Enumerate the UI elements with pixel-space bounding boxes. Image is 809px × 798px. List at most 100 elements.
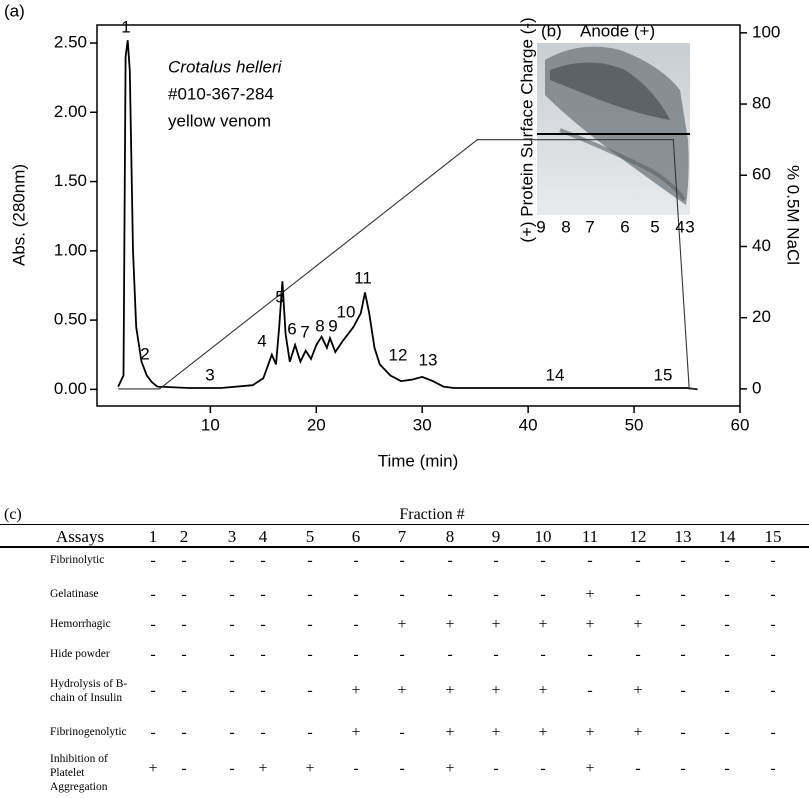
y-tick-label: 0.00	[54, 379, 87, 398]
column-header: 10	[534, 527, 552, 546]
x-tick-label: 30	[413, 415, 432, 434]
inset-tick-label: 5	[650, 217, 659, 236]
cell-value: +	[585, 616, 595, 633]
cell-value: -	[229, 724, 235, 741]
peak-label: 13	[419, 350, 438, 369]
x-tick-label: 50	[625, 415, 644, 434]
cell-value: -	[447, 586, 453, 603]
cell-value: -	[399, 724, 405, 741]
cell-value: -	[724, 682, 730, 699]
peak-label: 7	[300, 322, 309, 341]
row-label: Fibrinolytic	[50, 554, 105, 566]
peak-label: 10	[337, 302, 356, 321]
cell-value: -	[770, 760, 776, 777]
cell-value: -	[770, 724, 776, 741]
row-label: Hydrolysis of B-chain of Insulin	[50, 678, 128, 704]
gel-band	[550, 62, 670, 120]
cell-value: -	[260, 682, 266, 699]
cell-value: -	[150, 552, 156, 569]
cell-value: -	[493, 586, 499, 603]
cell-value: +	[538, 724, 548, 741]
inset-title: Anode (+)	[580, 21, 655, 40]
cell-value: -	[399, 646, 405, 663]
y-tick-label: 1.50	[54, 171, 87, 190]
cell-value: -	[770, 552, 776, 569]
cell-value: -	[229, 682, 235, 699]
cell-value: -	[181, 682, 187, 699]
cell-value: -	[307, 552, 313, 569]
cell-value: -	[307, 586, 313, 603]
cell-value: -	[353, 646, 359, 663]
cell-value: -	[229, 552, 235, 569]
plot-frame	[96, 24, 741, 407]
cell-value: -	[181, 586, 187, 603]
y-axis-label: Abs. (280nm)	[9, 164, 28, 266]
cell-value: -	[770, 646, 776, 663]
cell-value: -	[307, 616, 313, 633]
inset-tick-label: 8	[561, 217, 570, 236]
cell-value: -	[493, 646, 499, 663]
cell-value: -	[680, 760, 686, 777]
column-header: Assays	[55, 527, 105, 546]
column-header: 7	[397, 527, 407, 546]
cell-value: -	[150, 724, 156, 741]
cell-value: -	[229, 586, 235, 603]
column-header: 15	[764, 527, 782, 546]
inset-tick-label: 4	[675, 217, 684, 236]
row-label: Inhibition of Platelet Aggregation	[50, 753, 108, 793]
column-header: 1	[148, 527, 158, 546]
cell-value: +	[633, 682, 643, 699]
cell-value: -	[229, 616, 235, 633]
column-header: 4	[258, 527, 268, 546]
peak-label: 3	[205, 365, 214, 384]
cell-value: +	[351, 724, 361, 741]
cell-value: -	[150, 586, 156, 603]
cell-value: -	[680, 646, 686, 663]
cell-value: -	[540, 760, 546, 777]
cell-value: +	[445, 616, 455, 633]
data-line	[117, 40, 698, 391]
cell-value: -	[724, 552, 730, 569]
x-tick-label: 20	[307, 415, 326, 434]
cell-value: +	[585, 760, 595, 777]
cell-value: -	[353, 586, 359, 603]
cell-value: +	[445, 724, 455, 741]
annotation: Crotalus helleri	[168, 57, 283, 76]
peak-label: 15	[654, 365, 673, 384]
cell-value: -	[353, 552, 359, 569]
y-tick-label: 0.50	[54, 310, 87, 329]
cell-value: -	[724, 760, 730, 777]
cell-value: -	[587, 682, 593, 699]
cell-value: -	[260, 616, 266, 633]
peak-label: 4	[257, 331, 266, 350]
cell-value: -	[635, 646, 641, 663]
x-tick-label: 60	[731, 415, 750, 434]
cell-value: -	[307, 724, 313, 741]
cell-value: -	[260, 586, 266, 603]
peak-label: 1	[121, 17, 130, 36]
cell-value: -	[260, 646, 266, 663]
cell-value: +	[585, 586, 595, 603]
cell-value: -	[680, 682, 686, 699]
cell-value: -	[724, 586, 730, 603]
cell-value: -	[229, 760, 235, 777]
cell-value: -	[770, 682, 776, 699]
cell-value: -	[150, 616, 156, 633]
cell-value: +	[538, 682, 548, 699]
peak-label: 5	[275, 287, 284, 306]
cell-value: -	[307, 682, 313, 699]
inset-tick-label: 7	[585, 217, 594, 236]
cell-value: -	[724, 616, 730, 633]
y2-axis-label: % 0.5M NaCl	[784, 165, 803, 265]
cell-value: -	[724, 724, 730, 741]
row-label: Fibrinogenolytic	[50, 726, 127, 738]
column-header: 9	[491, 527, 501, 546]
cell-value: -	[493, 760, 499, 777]
cell-value: +	[397, 682, 407, 699]
column-header: 2	[179, 527, 189, 546]
inset-tick-label: 6	[620, 217, 629, 236]
peak-label: 11	[354, 268, 372, 287]
column-header: 3	[227, 527, 237, 546]
cell-value: +	[491, 682, 501, 699]
cell-value: +	[633, 616, 643, 633]
